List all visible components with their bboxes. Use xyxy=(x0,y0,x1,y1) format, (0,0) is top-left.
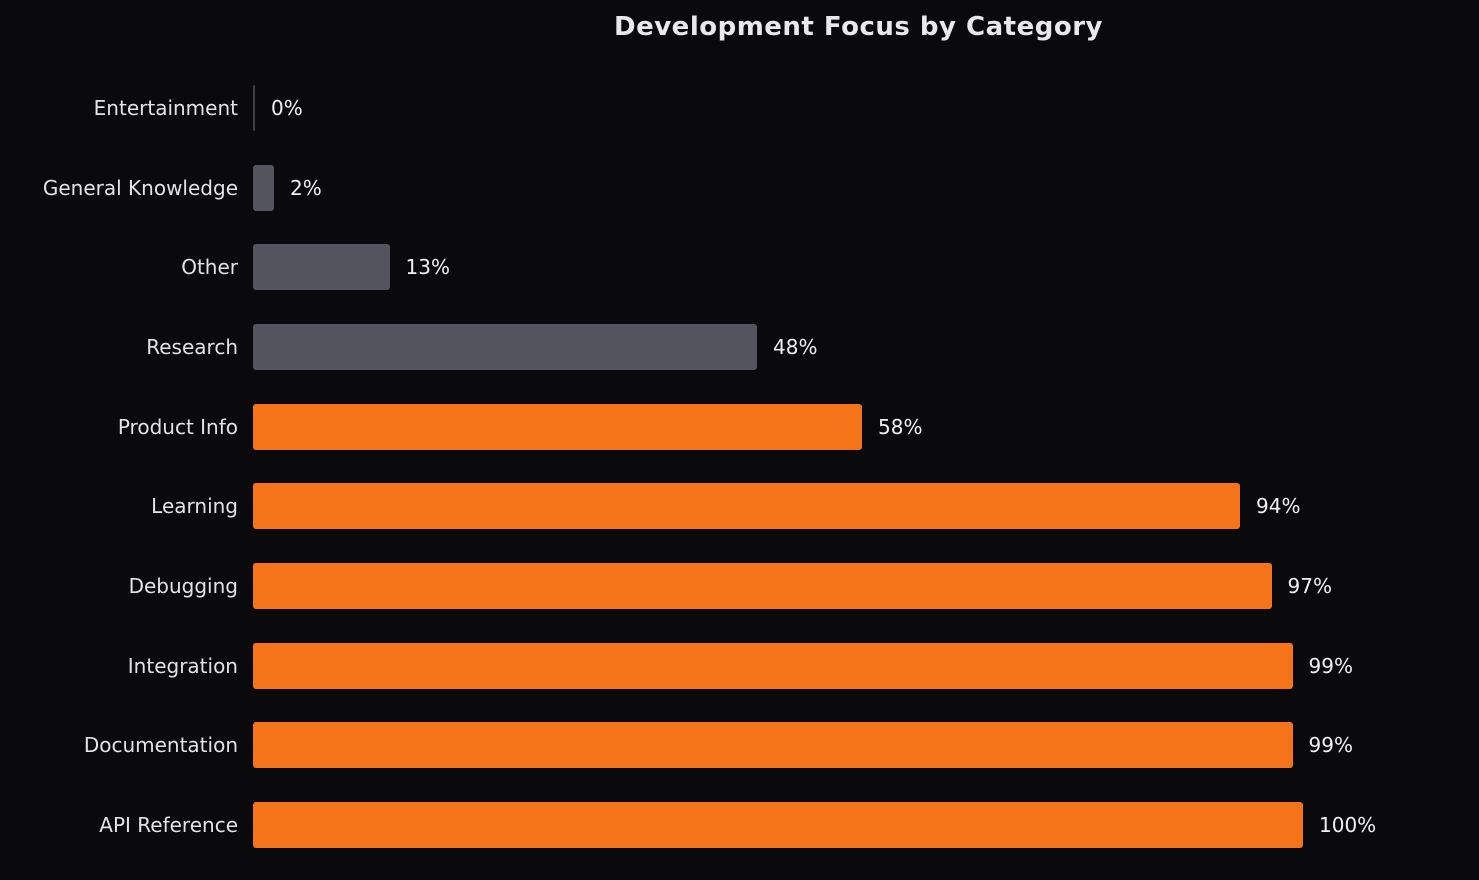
value-label: 99% xyxy=(1308,733,1353,758)
category-label: Debugging xyxy=(128,574,238,599)
value-label: 13% xyxy=(405,255,450,280)
bar xyxy=(253,802,1303,849)
bar-track: 0% xyxy=(253,84,1479,131)
category-label: Entertainment xyxy=(93,95,238,120)
bar-row: Integration 99% xyxy=(0,626,1479,706)
bar-track: 48% xyxy=(253,323,1479,370)
category-label: Research xyxy=(146,334,238,359)
bar-row: Other 13% xyxy=(0,227,1479,307)
bar xyxy=(253,483,1240,530)
value-label: 99% xyxy=(1308,653,1353,678)
bar-track: 94% xyxy=(253,483,1479,530)
value-label: 2% xyxy=(290,175,322,200)
value-label: 48% xyxy=(773,334,818,359)
bar xyxy=(253,722,1293,769)
bar xyxy=(253,244,390,291)
category-label: Learning xyxy=(151,494,238,519)
bar xyxy=(253,563,1272,610)
bar-row: API Reference 100% xyxy=(0,785,1479,865)
bar xyxy=(253,164,274,211)
category-label: Integration xyxy=(127,653,238,678)
bar-row: Documentation 99% xyxy=(0,706,1479,786)
chart-rows: Entertainment 0% General Knowledge 2% Ot… xyxy=(0,68,1479,865)
bar xyxy=(253,323,757,370)
bar-row: Research 48% xyxy=(0,307,1479,387)
bar-track: 100% xyxy=(253,802,1479,849)
bar-row: Debugging 97% xyxy=(0,546,1479,626)
bar-track: 97% xyxy=(253,563,1479,610)
bar-track: 58% xyxy=(253,403,1479,450)
value-label: 100% xyxy=(1319,813,1377,838)
value-label: 97% xyxy=(1287,574,1332,599)
bar-track: 13% xyxy=(253,244,1479,291)
bar-track: 99% xyxy=(253,642,1479,689)
category-label: API Reference xyxy=(99,813,238,838)
bar-track: 99% xyxy=(253,722,1479,769)
bar xyxy=(253,84,255,131)
category-label: General Knowledge xyxy=(42,175,238,200)
bar-row: Entertainment 0% xyxy=(0,68,1479,148)
category-label: Product Info xyxy=(117,414,238,439)
bar xyxy=(253,403,862,450)
bar-row: Learning 94% xyxy=(0,467,1479,547)
value-label: 58% xyxy=(878,414,923,439)
bar xyxy=(253,642,1293,689)
bar-track: 2% xyxy=(253,164,1479,211)
bar-row: General Knowledge 2% xyxy=(0,148,1479,228)
value-label: 94% xyxy=(1256,494,1301,519)
value-label: 0% xyxy=(271,95,303,120)
bar-row: Product Info 58% xyxy=(0,387,1479,467)
category-label: Documentation xyxy=(83,733,238,758)
category-label: Other xyxy=(181,255,238,280)
chart-title: Development Focus by Category xyxy=(614,12,1103,42)
